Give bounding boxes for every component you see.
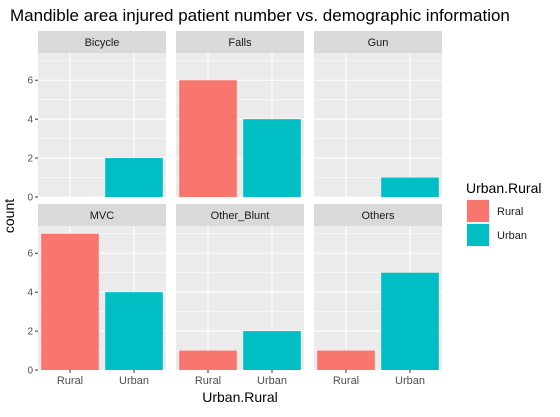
facet-strip xyxy=(314,204,442,226)
facet-falls: Falls xyxy=(176,31,304,198)
x-tick-label: Rural xyxy=(333,375,359,387)
facet-panel-background xyxy=(314,53,442,197)
x-tick-label: Rural xyxy=(195,375,221,387)
x-tick-label: Rural xyxy=(57,375,83,387)
bar-urban xyxy=(243,119,301,197)
legend-label: Rural xyxy=(497,206,523,218)
x-tick-label: Urban xyxy=(119,375,149,387)
facet-strip-label: Other_Blunt xyxy=(211,210,270,222)
bar-urban xyxy=(381,177,439,197)
y-tick-label: 2 xyxy=(27,154,33,165)
facet-strip-label: Falls xyxy=(228,37,252,49)
bar-urban xyxy=(105,158,163,197)
facet-strip-label: Others xyxy=(361,210,395,222)
y-axis-title: count xyxy=(1,199,17,233)
facet-strip xyxy=(314,31,442,53)
facet-strip xyxy=(38,204,166,226)
facet-strip-label: Gun xyxy=(368,37,389,49)
legend-title: Urban.Rural xyxy=(466,180,541,196)
y-tick-label: 4 xyxy=(27,288,33,299)
bar-rural xyxy=(179,350,237,370)
x-tick-label: Urban xyxy=(257,375,287,387)
bar-rural xyxy=(317,350,375,370)
y-tick-label: 6 xyxy=(27,76,33,87)
bar-urban xyxy=(243,331,301,370)
facet-strip-label: MVC xyxy=(90,210,115,222)
legend-key-urban xyxy=(467,224,489,246)
facet-others: Others Rural Urban xyxy=(314,204,442,387)
bar-rural xyxy=(41,233,99,370)
y-tick-label: 2 xyxy=(27,327,33,338)
facet-strip xyxy=(176,204,304,226)
facet-other_blunt: Other_Blunt Rural Urban xyxy=(176,204,304,387)
y-tick-label: 0 xyxy=(27,366,33,377)
x-axis-title: Urban.Rural xyxy=(202,389,277,405)
facet-strip xyxy=(38,31,166,53)
facet-bicycle: Bicycle 0 2 4 6 xyxy=(27,31,166,204)
legend-key-rural xyxy=(467,200,489,222)
y-tick-label: 6 xyxy=(27,249,33,260)
facet-gun: Gun xyxy=(314,31,442,198)
y-tick-label: 0 xyxy=(27,193,33,204)
legend-label: Urban xyxy=(497,230,527,242)
legend: Urban.Rural Rural Urban xyxy=(466,180,541,247)
facet-strip-label: Bicycle xyxy=(85,37,120,49)
bar-urban xyxy=(381,272,439,370)
bar-rural xyxy=(179,80,237,197)
facet-strip xyxy=(176,31,304,53)
y-tick-label: 4 xyxy=(27,115,33,126)
chart-title: Mandible area injured patient number vs.… xyxy=(10,6,510,25)
x-tick-label: Urban xyxy=(395,375,425,387)
facet-mvc: MVC 0 2 4 6 Rural Urban xyxy=(27,204,166,387)
bar-urban xyxy=(105,292,163,370)
